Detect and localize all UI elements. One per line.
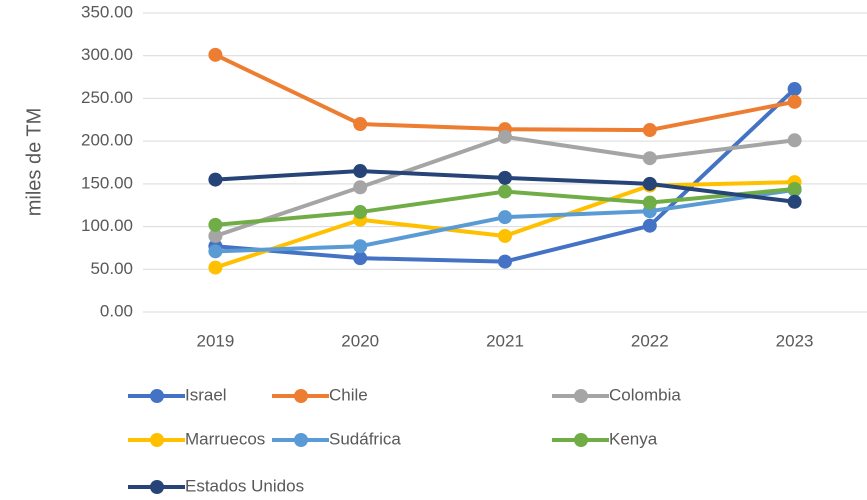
y-tick-label: 300.00 xyxy=(81,45,133,64)
point xyxy=(353,180,368,195)
y-tick-label: 350.00 xyxy=(81,2,133,21)
legend-label: Israel xyxy=(185,385,227,404)
legend-label: Colombia xyxy=(609,385,681,404)
x-tick-label: 2019 xyxy=(196,331,234,350)
point xyxy=(642,218,657,233)
x-tick-label: 2021 xyxy=(486,331,524,350)
legend-label: Chile xyxy=(329,385,368,404)
legend-label: Marruecos xyxy=(185,429,265,448)
point xyxy=(208,172,223,187)
x-tick-label: 2020 xyxy=(341,331,379,350)
point xyxy=(642,176,657,191)
point xyxy=(498,170,512,185)
point xyxy=(353,205,368,220)
point xyxy=(787,94,802,109)
y-tick-label: 0.00 xyxy=(100,301,133,320)
series-line xyxy=(214,53,795,133)
legend-marker xyxy=(574,389,588,403)
point xyxy=(642,195,657,210)
legend-marker xyxy=(574,433,588,447)
x-tick-label: 2022 xyxy=(631,331,669,350)
point xyxy=(353,239,368,254)
point xyxy=(353,117,368,132)
legend-marker xyxy=(150,433,164,447)
y-axis-title: miles de TM xyxy=(23,108,45,217)
point xyxy=(498,228,512,243)
point xyxy=(787,194,802,209)
point xyxy=(353,251,368,266)
point xyxy=(208,260,223,275)
y-tick-label: 150.00 xyxy=(81,173,133,192)
point xyxy=(787,181,802,196)
legend-label: Sudáfrica xyxy=(329,429,401,448)
point xyxy=(787,82,802,97)
point xyxy=(208,47,223,62)
point xyxy=(498,129,512,144)
point xyxy=(642,151,657,166)
point xyxy=(498,184,512,199)
y-tick-label: 50.00 xyxy=(90,259,133,278)
y-tick-label: 200.00 xyxy=(81,131,133,150)
point xyxy=(208,228,223,243)
point xyxy=(208,217,223,232)
y-tick-label: 250.00 xyxy=(81,88,133,107)
point xyxy=(498,254,512,269)
legend-marker xyxy=(294,433,308,447)
point xyxy=(642,123,657,138)
legend-marker xyxy=(294,389,308,403)
legend-marker xyxy=(150,480,164,494)
point xyxy=(498,210,512,225)
point xyxy=(208,244,223,259)
point xyxy=(787,133,802,148)
y-tick-label: 100.00 xyxy=(81,216,133,235)
legend-label: Kenya xyxy=(609,429,658,448)
point xyxy=(353,164,368,179)
legend-marker xyxy=(150,389,164,403)
x-tick-label: 2023 xyxy=(776,331,814,350)
legend-label: Estados Unidos xyxy=(185,476,304,495)
